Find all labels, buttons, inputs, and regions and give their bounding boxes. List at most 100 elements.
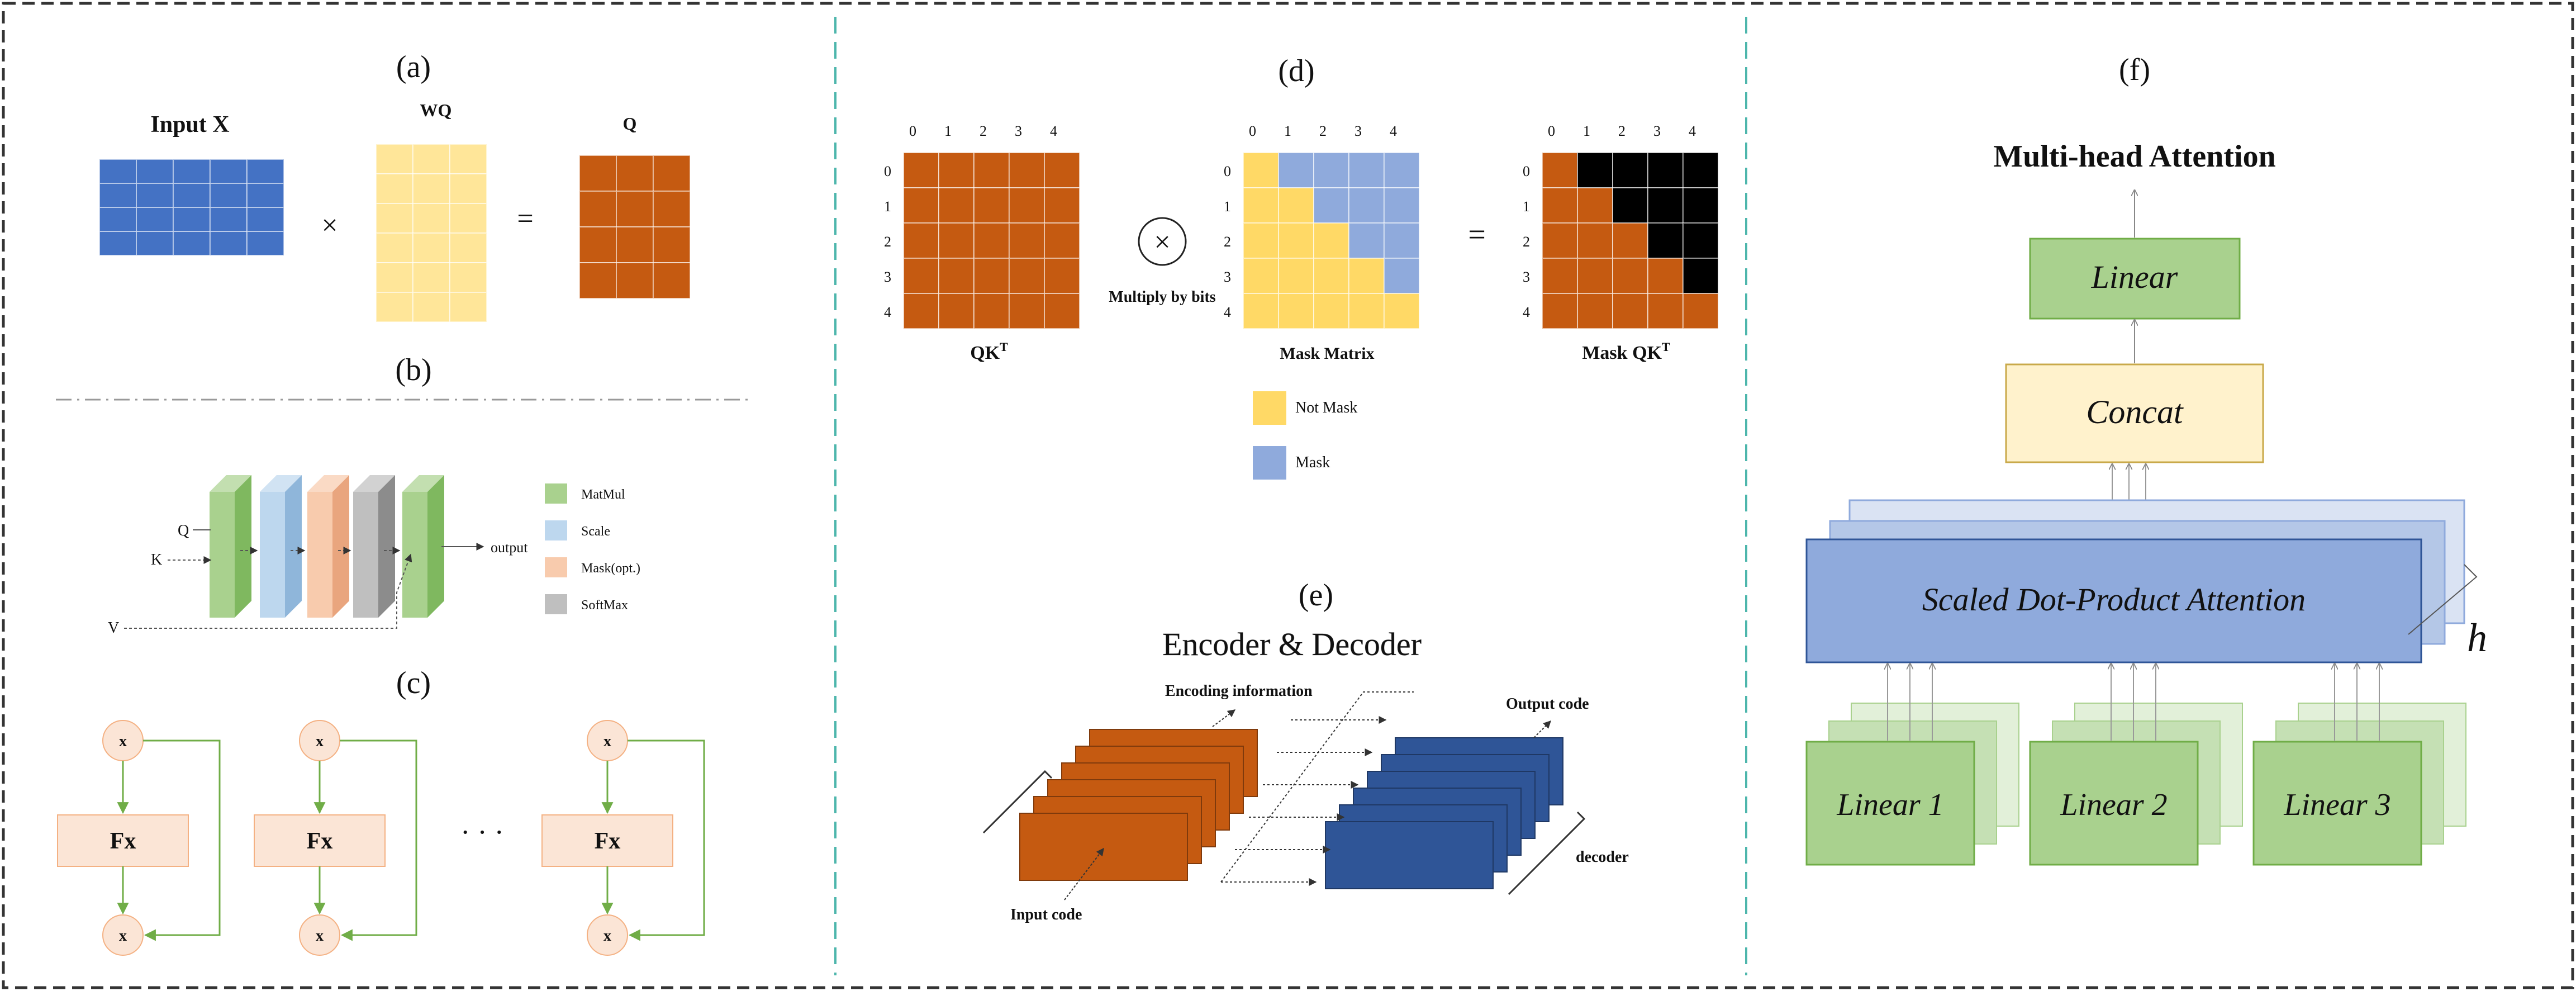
matrix-cell — [1313, 293, 1349, 329]
residual-unit: x Fx x — [541, 720, 705, 956]
col-tick-label: 2 — [1319, 123, 1327, 139]
block-face — [353, 492, 378, 618]
matrix-cell — [1313, 222, 1349, 259]
col-tick-label: 3 — [1015, 123, 1022, 139]
matrix-cell — [1577, 293, 1613, 329]
block-top — [210, 475, 251, 492]
block-face — [402, 492, 427, 618]
wq-label: WQ — [420, 100, 452, 120]
linear-projections: Linear 1 Linear 2 Linear 3 — [1805, 663, 2466, 866]
encoder-decoder-title: Encoder & Decoder — [1162, 626, 1422, 662]
block-side — [235, 475, 251, 618]
input-code-label: Input code — [1010, 906, 1082, 923]
col-tick-label: 1 — [1583, 123, 1590, 139]
matrix-cell — [173, 183, 211, 208]
col-tick-label: 3 — [1354, 123, 1362, 139]
linear-box — [2029, 741, 2199, 866]
matrix-cell — [903, 187, 939, 224]
matrix-cell — [1647, 187, 1684, 224]
col-tick-label: 1 — [1284, 123, 1291, 139]
col-tick-label: 0 — [1249, 123, 1256, 139]
matrix-cell — [653, 155, 691, 192]
block-top — [353, 475, 395, 492]
matrix-cell — [246, 207, 284, 232]
fx-label: Fx — [307, 828, 333, 854]
legend-swatch — [1253, 391, 1286, 425]
legend-swatch — [545, 483, 567, 504]
matrix-cell — [412, 262, 450, 293]
matrix-cell — [903, 222, 939, 259]
output-code-arrow — [1533, 720, 1551, 738]
panel-c: (c) x Fx x x Fx x x Fx x · · · — [57, 666, 705, 956]
output-node — [102, 914, 144, 956]
matrix-cell — [1044, 187, 1080, 224]
fx-block — [541, 814, 673, 867]
matrix-cell — [1313, 187, 1349, 224]
concat-label: Concat — [2086, 393, 2184, 430]
mask-title: Mask Matrix — [1280, 344, 1374, 363]
matrix-cell — [99, 159, 137, 184]
panel-label-d: (d) — [1278, 54, 1314, 88]
matrix-cell — [246, 159, 284, 184]
matrix-cell — [136, 183, 174, 208]
row-tick-label: 2 — [1523, 234, 1530, 250]
matrix-cell — [1348, 293, 1385, 329]
block-side — [332, 475, 349, 618]
panel-b: (b) Q K V output MatMul Scale Mask(opt.) So… — [108, 353, 640, 637]
matrix-cell — [99, 231, 137, 256]
matrix-cell — [579, 226, 617, 263]
matrix-cell — [210, 207, 248, 232]
matrix-cell — [653, 191, 691, 227]
block-side — [427, 475, 444, 618]
legend-label: Mask — [1295, 454, 1330, 471]
matrix-cell — [579, 191, 617, 227]
matrix-cell — [1009, 152, 1045, 188]
block-face — [307, 492, 332, 618]
equals-sign: = — [517, 203, 533, 235]
matrix-cell — [1044, 293, 1080, 329]
heads-symbol: h — [2467, 615, 2487, 660]
panel-label-f: (f) — [2119, 53, 2150, 87]
qk-matrix: 0 0 1 1 2 2 3 3 4 4 — [884, 123, 1080, 329]
matrix-cell — [973, 293, 1010, 329]
output-node-label: x — [603, 927, 611, 945]
skip-connection — [628, 739, 705, 941]
matrix-cell — [376, 292, 414, 323]
matrix-cell — [1612, 293, 1648, 329]
decoder-bracket — [1508, 811, 1586, 895]
matrix-cell — [1243, 222, 1279, 259]
matrix-cell — [1577, 152, 1613, 188]
matrix-cell — [1542, 152, 1578, 188]
row-tick-label: 1 — [1523, 198, 1530, 215]
matrix-cell — [449, 233, 487, 263]
col-tick-label: 3 — [1653, 123, 1661, 139]
panel-a: (a) Input X WQ Q × = — [99, 50, 691, 323]
legend-swatch — [1253, 446, 1286, 480]
multiply-circle — [1138, 217, 1187, 266]
decoder-label: decoder — [1576, 848, 1629, 866]
legend-label: Scale — [581, 524, 610, 539]
masked-qk-matrix: 0 0 1 1 2 2 3 3 4 4 — [1523, 123, 1719, 329]
matrix-cell — [938, 222, 975, 259]
attention-label: Scaled Dot-Product Attention — [1922, 581, 2306, 618]
row-tick-label: 1 — [884, 198, 891, 215]
row-tick-label: 4 — [884, 304, 891, 320]
legend-swatch — [545, 520, 567, 540]
row-tick-label: 3 — [884, 269, 891, 285]
q-matrix — [579, 155, 691, 299]
matrix-cell — [1243, 152, 1279, 188]
matrix-cell — [136, 159, 174, 184]
matrix-cell — [449, 203, 487, 234]
matrix-cell — [412, 173, 450, 204]
linear-projection-2: Linear 2 — [2029, 663, 2243, 866]
skip-connection — [340, 739, 417, 941]
matrix-cell — [1542, 258, 1578, 294]
matrix-cell — [1009, 222, 1045, 259]
linear-projection-1: Linear 1 — [1805, 663, 2019, 866]
matrix-cell — [412, 144, 450, 174]
input-node-label: x — [119, 733, 127, 750]
block-top — [307, 475, 349, 492]
output-node — [587, 914, 628, 956]
linear-label: Linear 2 — [2060, 788, 2167, 822]
